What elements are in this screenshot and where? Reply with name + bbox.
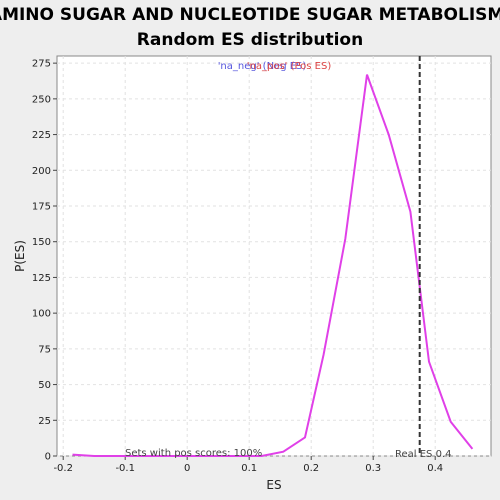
series-line	[72, 74, 474, 457]
y-tick-label: 25	[38, 416, 51, 427]
y-axis-label: P(ES)	[13, 240, 27, 272]
y-tick-label: 100	[32, 309, 51, 320]
pos-scores-annotation: Sets with pos scores: 100%	[125, 448, 262, 459]
chart-title-line2: Random ES distribution	[137, 30, 363, 50]
chart-title-line1: AMINO SUGAR AND NUCLEOTIDE SUGAR METABOL…	[0, 5, 500, 25]
y-tick-label: 275	[32, 59, 51, 70]
axis-ticks: -0.2 -0.1 0 0.1 0.2 0.3 0.4 0 25 50 75 100 125 150 175…	[32, 59, 443, 474]
x-tick-label: 0.1	[241, 463, 257, 474]
legend-pos-label: 'na_pos' (Pos ES)	[247, 61, 332, 72]
x-tick-label: 0.4	[427, 463, 443, 474]
grid-lines	[57, 56, 491, 457]
y-tick-label: 250	[32, 94, 51, 105]
x-tick-label: 0	[184, 463, 190, 474]
y-tick-label: 175	[32, 202, 51, 213]
x-axis-label: ES	[266, 478, 281, 492]
real-es-annotation: Real ES 0.4	[395, 449, 451, 460]
legend-neg-label: 'na_neg' (Neg ES)	[218, 61, 307, 72]
y-tick-label: 0	[45, 452, 51, 463]
y-tick-label: 125	[32, 273, 51, 284]
y-tick-label: 200	[32, 166, 51, 177]
x-tick-label: 0.3	[365, 463, 381, 474]
x-tick-label: -0.2	[53, 463, 73, 474]
y-tick-label: 225	[32, 130, 51, 141]
plot-area	[56, 55, 492, 457]
series-group	[72, 74, 474, 457]
y-tick-label: 50	[38, 380, 51, 391]
x-tick-label: -0.1	[115, 463, 135, 474]
y-tick-label: 75	[38, 344, 51, 355]
x-tick-label: 0.2	[303, 463, 319, 474]
y-tick-label: 150	[32, 237, 51, 248]
